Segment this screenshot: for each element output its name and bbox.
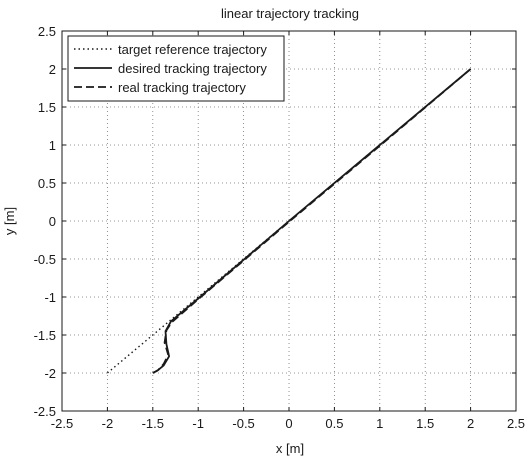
chart-title: linear trajectory tracking — [221, 6, 359, 21]
y-tick-label: 1.5 — [38, 100, 56, 115]
x-tick-label: -2 — [102, 416, 114, 431]
y-axis-title: y [m] — [2, 207, 17, 235]
x-tick-label: -1 — [192, 416, 204, 431]
series-line-dashed — [152, 68, 472, 374]
y-tick-label: -1.5 — [34, 328, 56, 343]
y-tick-label: 0.5 — [38, 176, 56, 191]
x-tick-label: 0.5 — [325, 416, 343, 431]
x-tick-label: 2.5 — [507, 416, 525, 431]
x-tick-label: 1.5 — [416, 416, 434, 431]
y-tick-label: 2.5 — [38, 24, 56, 39]
x-tick-label: -0.5 — [232, 416, 254, 431]
legend-label: target reference trajectory — [118, 42, 267, 57]
x-tick-label: 0 — [285, 416, 292, 431]
x-tick-label: 2 — [467, 416, 474, 431]
x-axis-title: x [m] — [276, 441, 304, 456]
y-tick-label: -2.5 — [34, 404, 56, 419]
y-tick-label: -2 — [44, 366, 56, 381]
y-tick-label: 1 — [49, 138, 56, 153]
y-tick-label: -0.5 — [34, 252, 56, 267]
y-tick-label: 0 — [49, 214, 56, 229]
axis-ticks: -2.5 -2 -1.5 -1 -0.5 0 0.5 1 1.5 2 2.5 2.5 2 1.5 1 0.5 0… — [34, 24, 525, 431]
x-tick-label: 1 — [376, 416, 383, 431]
y-tick-label: -1 — [44, 290, 56, 305]
legend-label: real tracking trajectory — [118, 80, 246, 95]
plot-series — [106, 68, 472, 374]
y-tick-label: 2 — [49, 62, 56, 77]
legend-label: desired tracking trajectory — [118, 61, 267, 76]
grid-lines — [62, 31, 516, 411]
x-tick-label: -2.5 — [51, 416, 73, 431]
x-tick-label: -1.5 — [142, 416, 164, 431]
legend: target reference trajectory desired track… — [67, 35, 285, 102]
